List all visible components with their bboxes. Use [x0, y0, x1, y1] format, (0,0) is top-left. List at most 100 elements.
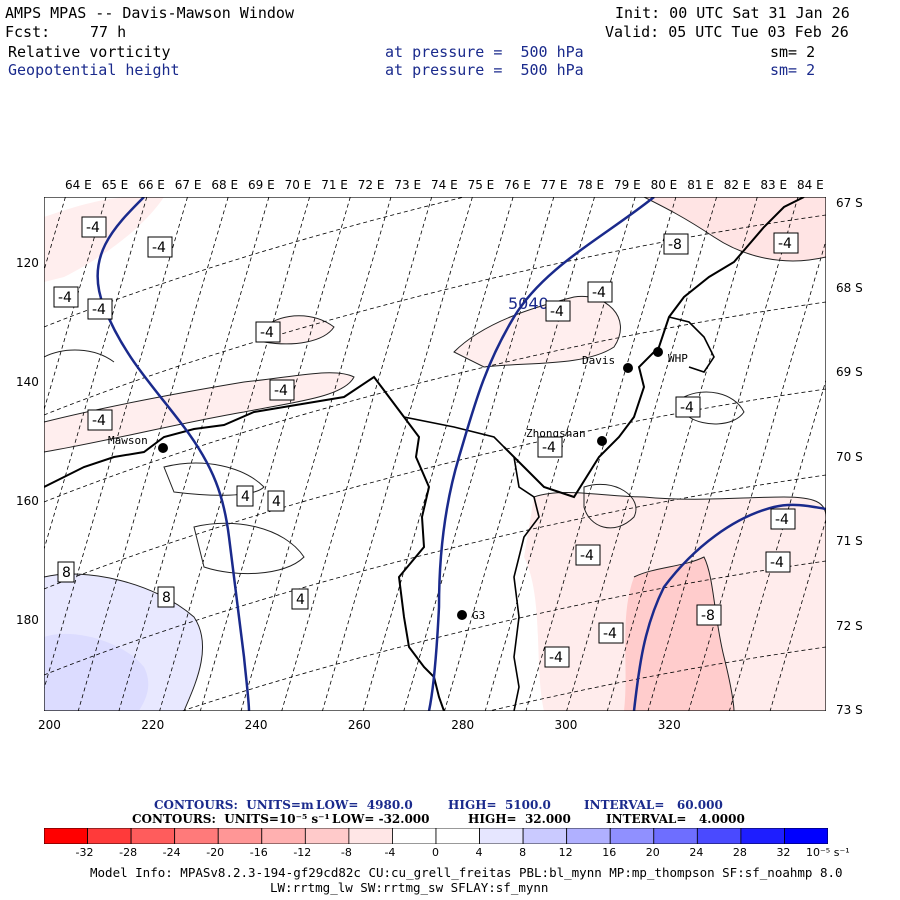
station-marker: [597, 436, 607, 446]
vort-contour-units: CONTOURS: UNITS=10⁻⁵ s⁻¹: [132, 812, 330, 826]
vorticity-contour-label: -4: [544, 646, 570, 668]
colorbar-swatch: [87, 828, 132, 844]
colorbar-swatch: [522, 828, 568, 844]
longitude-tick: 64 E: [65, 178, 92, 192]
colorbar-swatch: [653, 828, 698, 844]
colorbar-swatch: [392, 828, 437, 844]
latitude-tick: 70 S: [836, 449, 863, 464]
longitude-tick: 65 E: [101, 178, 129, 192]
longitude-tick: 77 E: [540, 178, 568, 192]
vorticity-contour-label: -4: [545, 300, 571, 322]
station-marker: [623, 363, 633, 373]
colorbar-swatch: [696, 828, 742, 844]
colorbar-swatch: [740, 828, 785, 844]
colorbar-swatch: [130, 828, 176, 844]
station-label: G3: [472, 609, 485, 622]
field-name-height: Geopotential height: [8, 61, 180, 79]
vort-contour-high: HIGH= 32.000: [468, 812, 571, 826]
colorbar-swatch: [435, 828, 480, 844]
vorticity-contour-label: -4: [81, 216, 107, 238]
longitude-tick: 70 E: [284, 178, 312, 192]
longitude-tick: 72 E: [357, 178, 385, 192]
longitude-tick: 67 E: [174, 178, 202, 192]
latitude-tick: 67 S: [836, 196, 863, 210]
x-tick: 300: [554, 718, 578, 732]
svg-text:-4: -4: [86, 220, 100, 236]
vort-shade-negative: [264, 315, 334, 344]
vorticity-contour-label: -4: [87, 409, 113, 431]
colorbar-swatch: [784, 828, 828, 844]
colorbar-tick: -12: [293, 846, 312, 859]
colorbar-tick: -28: [119, 846, 138, 859]
vort-shade-negative: [624, 557, 734, 711]
x-tick: 220: [141, 718, 165, 732]
colorbar-swatch: [348, 828, 393, 844]
station-marker: [158, 443, 168, 453]
svg-text:-4: -4: [260, 325, 274, 341]
height-contour-units: CONTOURS: UNITS=m: [154, 798, 314, 812]
vorticity-contour-label: -4: [537, 436, 563, 458]
svg-text:4: 4: [241, 489, 250, 505]
x-tick: 240: [244, 718, 268, 732]
colorbar-swatch: [609, 828, 655, 844]
colorbar-tick: -8: [340, 846, 352, 859]
colorbar-tick: 4: [475, 846, 483, 859]
longitude-tick: 75 E: [467, 178, 495, 192]
longitude-tick: 84 E: [797, 178, 824, 192]
svg-text:-4: -4: [770, 555, 784, 571]
svg-text:-4: -4: [592, 285, 606, 301]
colorbar-tick: 8: [519, 846, 527, 859]
svg-text:-8: -8: [701, 608, 715, 624]
colorbar-tick: -16: [249, 846, 268, 859]
field-level-height: at pressure = 500 hPa: [385, 61, 584, 79]
height-contour: [632, 503, 826, 711]
station-label: Mawson: [108, 434, 148, 447]
svg-text:-4: -4: [775, 512, 789, 528]
y-tick: 180: [16, 613, 39, 627]
latitude-tick: 71 S: [836, 534, 863, 548]
colorbar-tick: -20: [206, 846, 225, 859]
svg-text:-4: -4: [778, 236, 792, 252]
svg-text:-4: -4: [274, 383, 288, 399]
longitude-tick: 68 E: [211, 178, 239, 192]
svg-text:-4: -4: [603, 626, 617, 642]
colorbar-tick: 24: [689, 846, 704, 859]
colorbar-swatch: [44, 828, 88, 844]
colorbar-tick: 16: [602, 846, 617, 859]
x-tick: 200: [38, 718, 61, 732]
vorticity-contour-label: -4: [675, 396, 701, 418]
longitude-tick: 76 E: [504, 178, 531, 192]
forecast-label: Fcst:: [5, 23, 51, 41]
colorbar-tick: 20: [645, 846, 660, 859]
vort-contour-interval: INTERVAL= 4.0000: [606, 812, 745, 826]
valid-time: Valid: 05 UTC Tue 03 Feb 26: [605, 23, 849, 41]
svg-text:-4: -4: [550, 304, 564, 320]
station-marker: [457, 610, 467, 620]
field-smoothing-height: sm= 2: [770, 61, 816, 79]
longitude-tick: 66 E: [138, 178, 165, 192]
model-physics: LW:rrtmg_lw SW:rrtmg_sw SFLAY:sf_mynn: [270, 880, 549, 895]
colorbar-swatch: [261, 828, 306, 844]
longitude-tick: 83 E: [760, 178, 788, 192]
vorticity-contour-label: 4: [236, 485, 254, 507]
height-contour-high: HIGH= 5100.0: [448, 798, 551, 812]
colorbar-swatch: [217, 828, 263, 844]
longitude-tick: 82 E: [723, 178, 751, 192]
vort-contour-low: LOW= -32.000: [332, 812, 430, 826]
station-marker: [653, 347, 663, 357]
vorticity-contour-label: -4: [255, 321, 281, 343]
vorticity-contour-label: -4: [87, 298, 113, 320]
forecast-hour: 77 h: [90, 23, 127, 41]
longitude-tick: 79 E: [614, 178, 641, 192]
vort-shade-positive: [44, 633, 149, 711]
vorticity-contour-label: -4: [269, 379, 295, 401]
svg-text:8: 8: [162, 590, 171, 606]
longitude-tick: 78 E: [577, 178, 605, 192]
vorticity-contour-label: -4: [765, 551, 791, 573]
svg-text:-4: -4: [58, 290, 72, 306]
vorticity-contour-label: -8: [663, 233, 689, 255]
colorbar-swatch: [566, 828, 611, 844]
coastline: [503, 197, 805, 499]
vorticity-contour-label: -4: [598, 622, 624, 644]
